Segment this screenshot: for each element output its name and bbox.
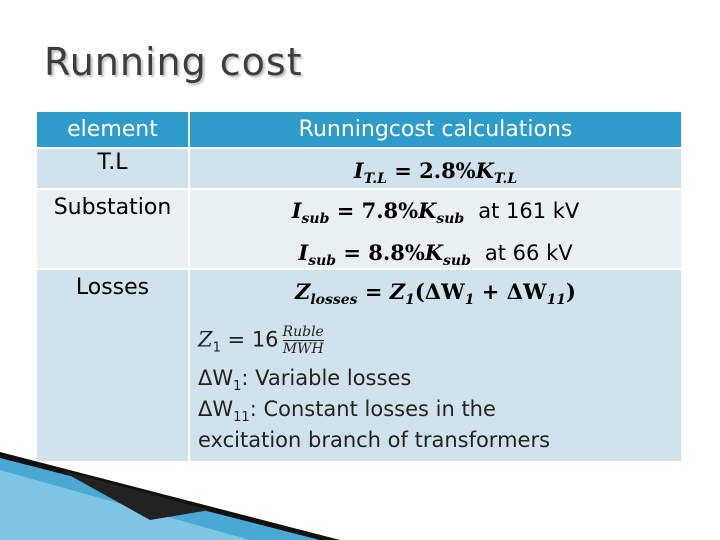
subscript: T.L bbox=[363, 171, 387, 188]
text: : Constant losses in the bbox=[249, 397, 496, 421]
formula: Zlosses = Z1(ΔW1 + ΔW11) bbox=[190, 270, 681, 322]
subscript: sub bbox=[301, 211, 330, 228]
text: = 16 bbox=[220, 327, 279, 352]
subscript: sub bbox=[308, 253, 337, 270]
subscript: losses bbox=[310, 292, 358, 309]
symbol: K bbox=[424, 240, 444, 266]
subscript: sub bbox=[436, 211, 465, 228]
row-label: Substation bbox=[37, 190, 190, 270]
text: = 2.8% bbox=[386, 158, 476, 183]
symbol: Z bbox=[198, 327, 213, 352]
text: at 66 kV bbox=[484, 241, 573, 266]
text: ΔW bbox=[198, 397, 234, 421]
cell: Zlosses = Z1(ΔW1 + ΔW11) bbox=[190, 270, 683, 463]
formula: Isub = 7.8%Ksub at 161 kV bbox=[190, 194, 681, 236]
subscript: 11 bbox=[233, 410, 250, 426]
note: excitation branch of transformers bbox=[198, 428, 550, 452]
text: ΔW bbox=[198, 366, 234, 390]
symbol: I bbox=[298, 240, 309, 266]
text: = 8.8% bbox=[336, 240, 425, 266]
text: : Variable losses bbox=[241, 366, 412, 390]
subscript: 1 bbox=[464, 292, 475, 309]
row-label: Losses bbox=[37, 270, 190, 463]
note: ΔW1: Variable losses bbox=[198, 366, 411, 394]
fraction: Ruble MWH bbox=[282, 324, 324, 357]
shape bbox=[0, 455, 330, 540]
note: Z1 = 16 Ruble MWH bbox=[198, 324, 324, 357]
text: = 7.8% bbox=[329, 198, 419, 223]
symbol: K bbox=[418, 198, 437, 223]
header-cell: Runningcost calculations bbox=[190, 112, 683, 149]
header-cell: element bbox=[37, 112, 190, 149]
text: + ΔW bbox=[474, 279, 547, 304]
subscript: 1 bbox=[405, 292, 415, 309]
formula: Isub = 8.8%Ksub at 66 kV bbox=[190, 236, 681, 278]
subscript: 11 bbox=[546, 292, 567, 309]
symbol: K bbox=[475, 158, 494, 183]
shape bbox=[0, 455, 330, 540]
note: ΔW11: Constant losses in the bbox=[198, 397, 496, 425]
text: (ΔW bbox=[414, 279, 465, 304]
subscript: sub bbox=[443, 253, 471, 270]
title: Running cost bbox=[44, 40, 303, 84]
symbol: Z bbox=[295, 279, 311, 304]
text: = bbox=[357, 279, 390, 304]
numerator: Ruble bbox=[282, 324, 324, 341]
shape bbox=[60, 470, 210, 520]
text: at 161 kV bbox=[478, 199, 580, 223]
subscript: 1 bbox=[233, 379, 242, 395]
subscript: 1 bbox=[212, 340, 221, 356]
symbol: I bbox=[291, 198, 302, 223]
text: excitation branch of transformers bbox=[198, 428, 551, 452]
symbol: I bbox=[353, 158, 364, 183]
denominator: MWH bbox=[282, 341, 324, 357]
shape bbox=[0, 452, 340, 540]
formula-group: Isub = 7.8%Ksub at 161 kV Isub = 8.8%Ksub… bbox=[190, 190, 683, 270]
subscript: T.L bbox=[493, 171, 518, 188]
symbol: Z bbox=[389, 279, 406, 304]
text: ) bbox=[566, 279, 576, 304]
row-label: T.L bbox=[37, 149, 190, 190]
formula: IT.L = 2.8%KT.L bbox=[190, 149, 683, 190]
